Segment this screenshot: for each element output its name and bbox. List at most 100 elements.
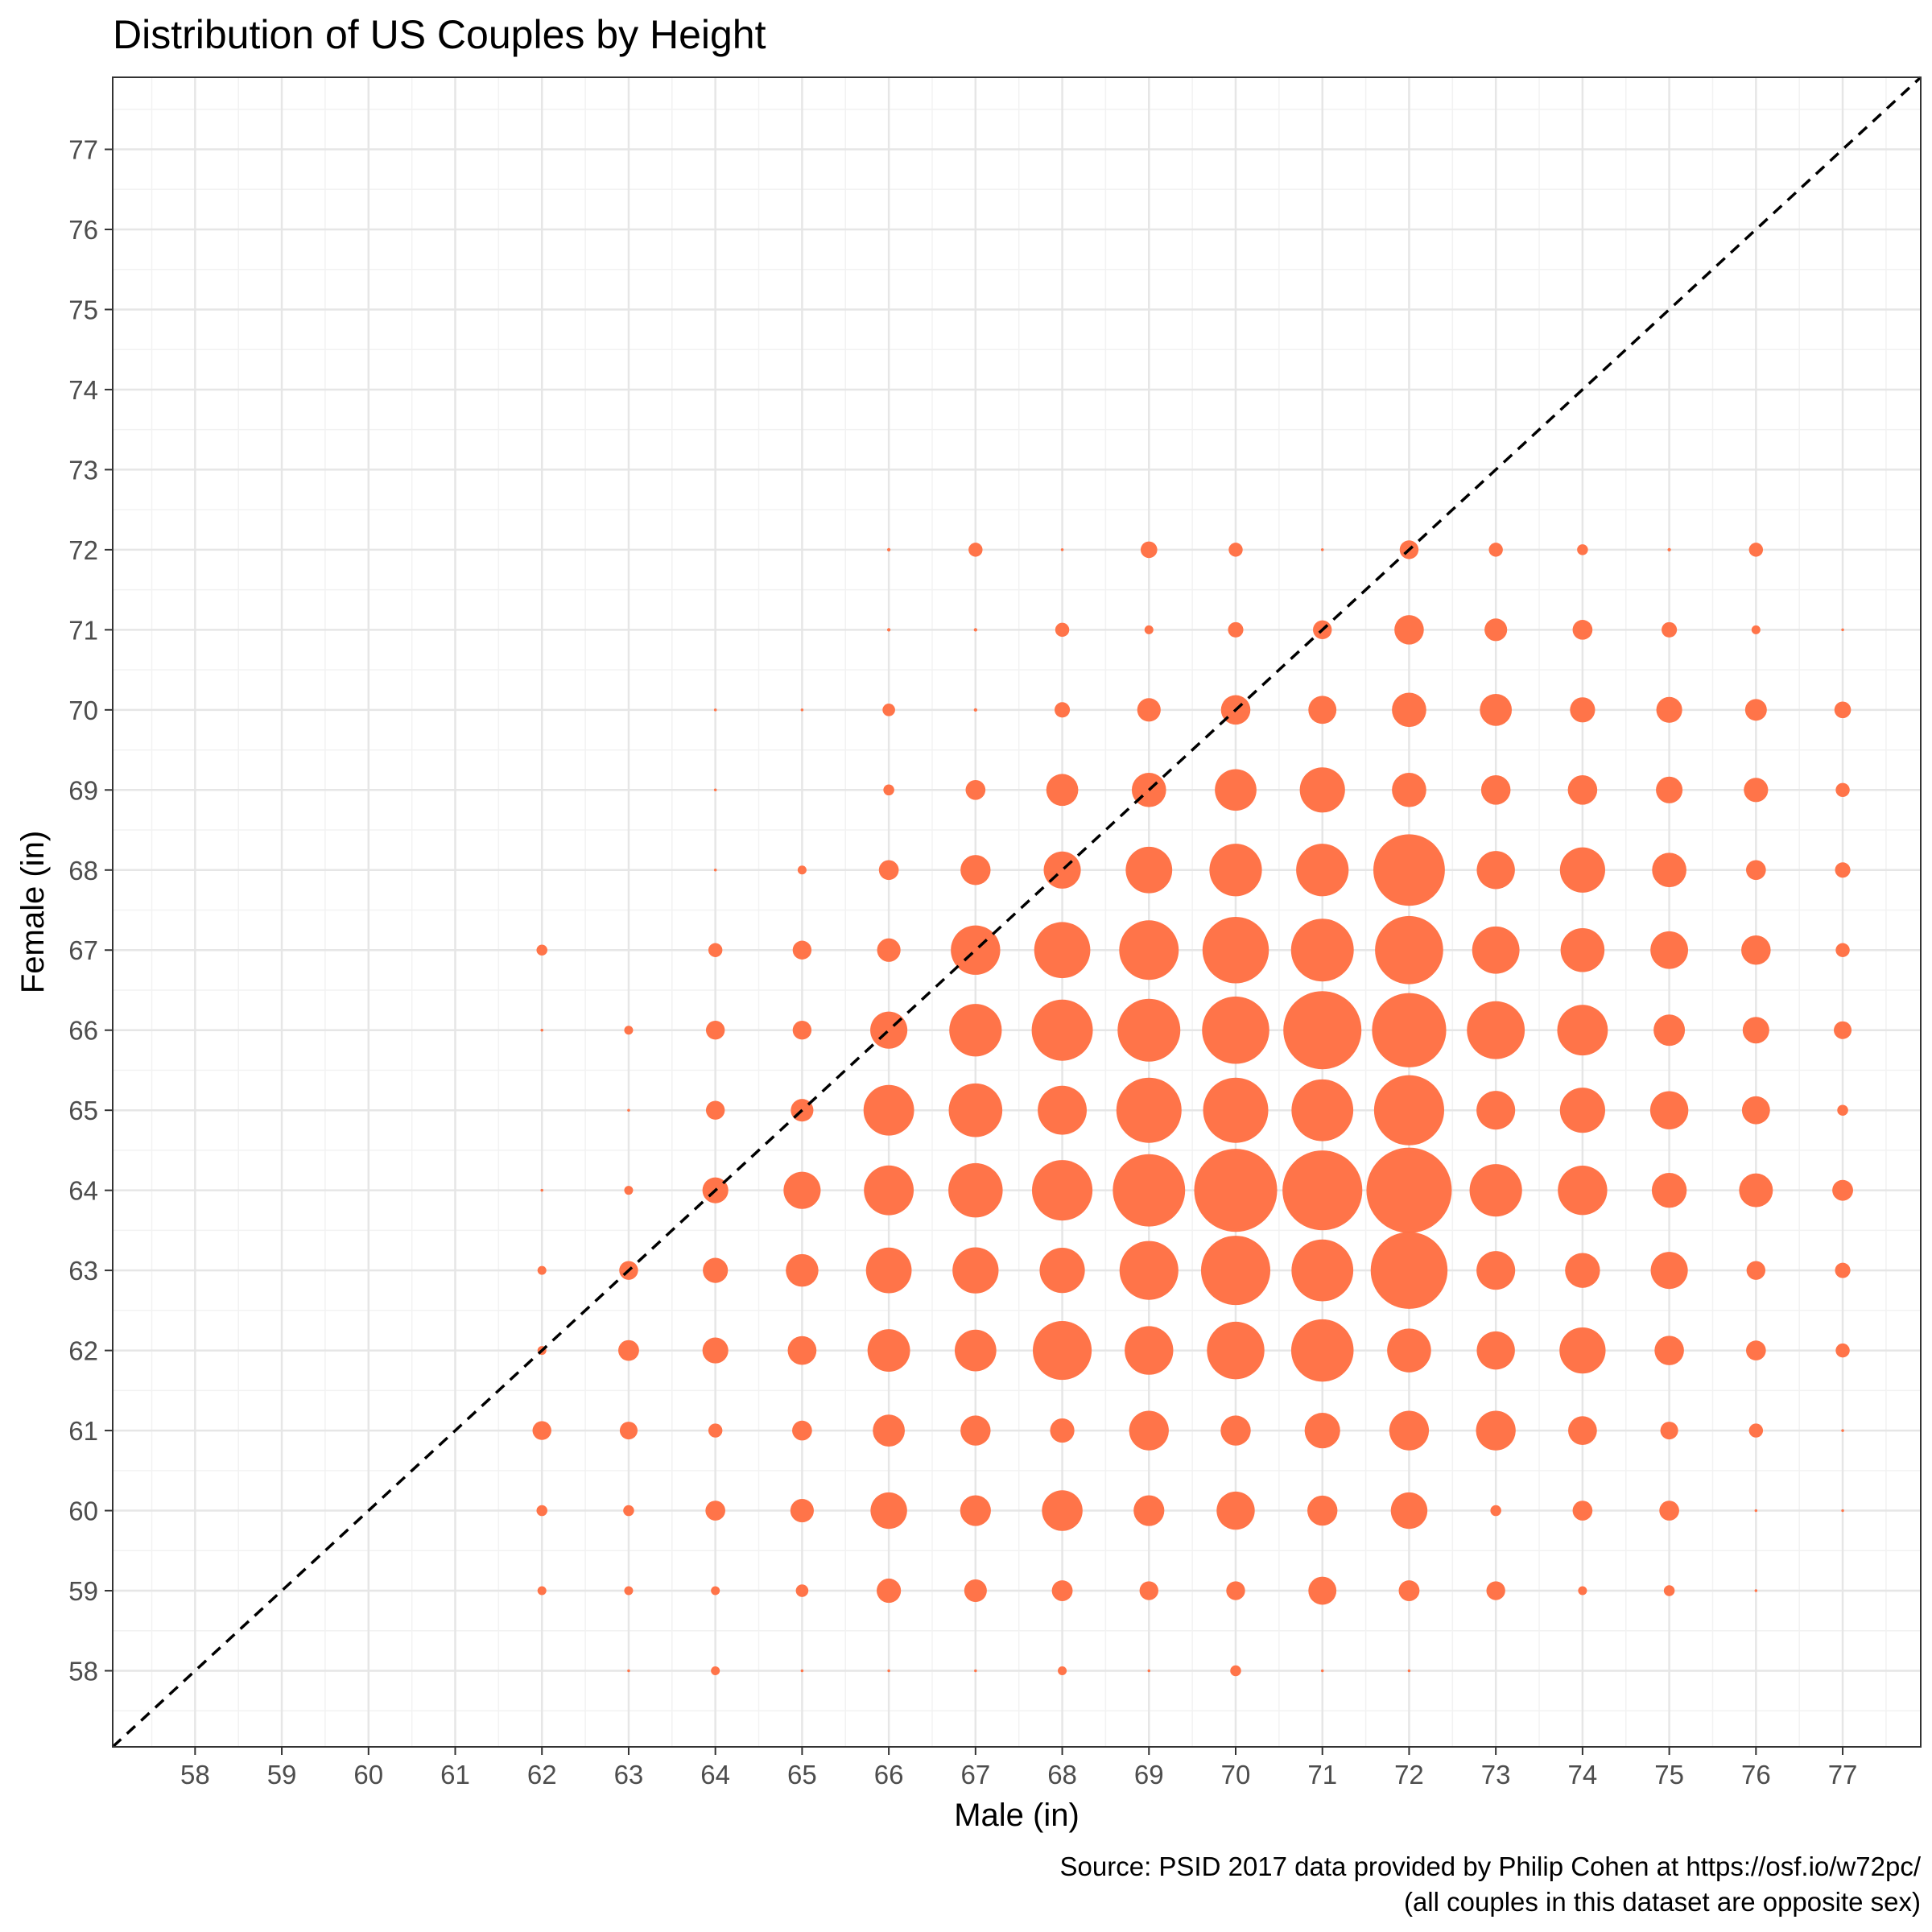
data-point [973, 628, 977, 632]
data-point [1228, 543, 1243, 557]
data-point [1398, 1580, 1420, 1601]
data-point [1050, 1418, 1075, 1443]
data-point [1375, 915, 1443, 985]
data-point [1488, 543, 1503, 557]
data-point [960, 1495, 991, 1526]
data-point [1476, 1091, 1516, 1130]
data-point [883, 784, 894, 796]
data-point [1392, 692, 1426, 728]
data-point [1046, 774, 1079, 807]
data-point [627, 1108, 630, 1112]
data-point [1741, 935, 1771, 965]
data-point [1660, 1422, 1678, 1440]
data-point [1125, 1326, 1174, 1375]
data-point [1467, 1001, 1525, 1059]
data-point [1043, 851, 1081, 889]
data-point [536, 944, 547, 956]
data-point [1031, 1160, 1093, 1221]
data-point [951, 925, 1001, 975]
data-point [1394, 615, 1424, 645]
data-point [960, 855, 991, 886]
dataset-note-caption: (all couples in this dataset are opposit… [1404, 1887, 1921, 1917]
data-point [1139, 1581, 1158, 1600]
data-point [1387, 1328, 1431, 1373]
data-point [708, 943, 723, 957]
data-point [624, 1186, 634, 1195]
data-point [1476, 1331, 1515, 1370]
data-point [1558, 1165, 1608, 1216]
data-point [1834, 1021, 1852, 1039]
data-point [1230, 1665, 1241, 1677]
x-axis-ticks: 58 59 60 61 62 63 64 65 66 67 68 69 70 71 72 73 74 75 76 77 [180, 1747, 1857, 1790]
data-point [878, 860, 899, 881]
data-point [1653, 1014, 1686, 1046]
y-tick-label: 70 [68, 696, 98, 725]
data-point [1129, 1410, 1169, 1451]
y-tick-label: 61 [68, 1416, 98, 1446]
data-point [1744, 778, 1769, 803]
data-point [1283, 991, 1362, 1070]
data-point [1662, 621, 1678, 638]
x-tick-label: 72 [1394, 1760, 1424, 1790]
data-point [1480, 693, 1513, 726]
data-point [1228, 621, 1244, 638]
y-tick-label: 59 [68, 1576, 98, 1606]
data-point [1147, 1669, 1151, 1673]
data-point [1296, 844, 1349, 897]
y-tick-label: 77 [68, 135, 98, 165]
data-point [1754, 1509, 1758, 1513]
data-point [864, 1165, 914, 1216]
data-point [800, 708, 804, 712]
data-point [705, 1100, 725, 1120]
data-point [1835, 862, 1851, 878]
data-point [1559, 847, 1605, 893]
x-tick-label: 76 [1741, 1760, 1771, 1790]
data-point [1370, 1232, 1448, 1309]
data-point [618, 1340, 639, 1361]
y-axis-ticks: 58 59 60 61 62 63 64 65 66 67 68 69 70 71 72 73 74 75 76 77 [68, 135, 113, 1686]
x-tick-label: 77 [1828, 1760, 1858, 1790]
data-point [1652, 852, 1686, 888]
data-point [1835, 1343, 1850, 1358]
data-point [619, 1422, 638, 1440]
minor-gridlines [113, 77, 1921, 1747]
major-gridlines [113, 77, 1921, 1747]
data-point [965, 779, 986, 800]
data-point [1659, 1501, 1679, 1521]
data-point [1308, 1576, 1337, 1605]
data-point [1366, 1147, 1452, 1233]
x-tick-label: 61 [440, 1760, 470, 1790]
data-point [532, 1421, 551, 1440]
x-tick-label: 70 [1221, 1760, 1251, 1790]
data-point [1746, 860, 1766, 881]
data-point [1307, 1495, 1338, 1526]
data-point [792, 1420, 812, 1441]
x-tick-label: 75 [1654, 1760, 1684, 1790]
data-point [1654, 1335, 1684, 1365]
data-point [1140, 541, 1158, 559]
data-point [1744, 699, 1767, 721]
data-point [1373, 834, 1445, 906]
x-tick-label: 68 [1047, 1760, 1077, 1790]
data-point [713, 708, 717, 712]
data-point [1837, 1104, 1848, 1116]
data-point [1480, 775, 1511, 805]
data-point [1137, 698, 1161, 722]
data-point [711, 1666, 720, 1676]
data-point [1291, 1239, 1354, 1302]
data-point [1739, 1173, 1773, 1208]
data-point [1291, 1079, 1354, 1141]
data-point [873, 1414, 905, 1447]
y-tick-label: 58 [68, 1657, 98, 1686]
data-point [973, 708, 977, 712]
x-tick-label: 60 [353, 1760, 383, 1790]
data-point [1060, 548, 1064, 551]
data-point [1407, 1669, 1411, 1673]
y-tick-label: 64 [68, 1176, 98, 1206]
data-point [1207, 1321, 1265, 1380]
data-point [711, 1586, 720, 1596]
data-point [887, 1669, 890, 1673]
x-tick-label: 59 [267, 1760, 297, 1790]
data-point [1290, 919, 1354, 982]
data-point [1226, 1581, 1245, 1600]
